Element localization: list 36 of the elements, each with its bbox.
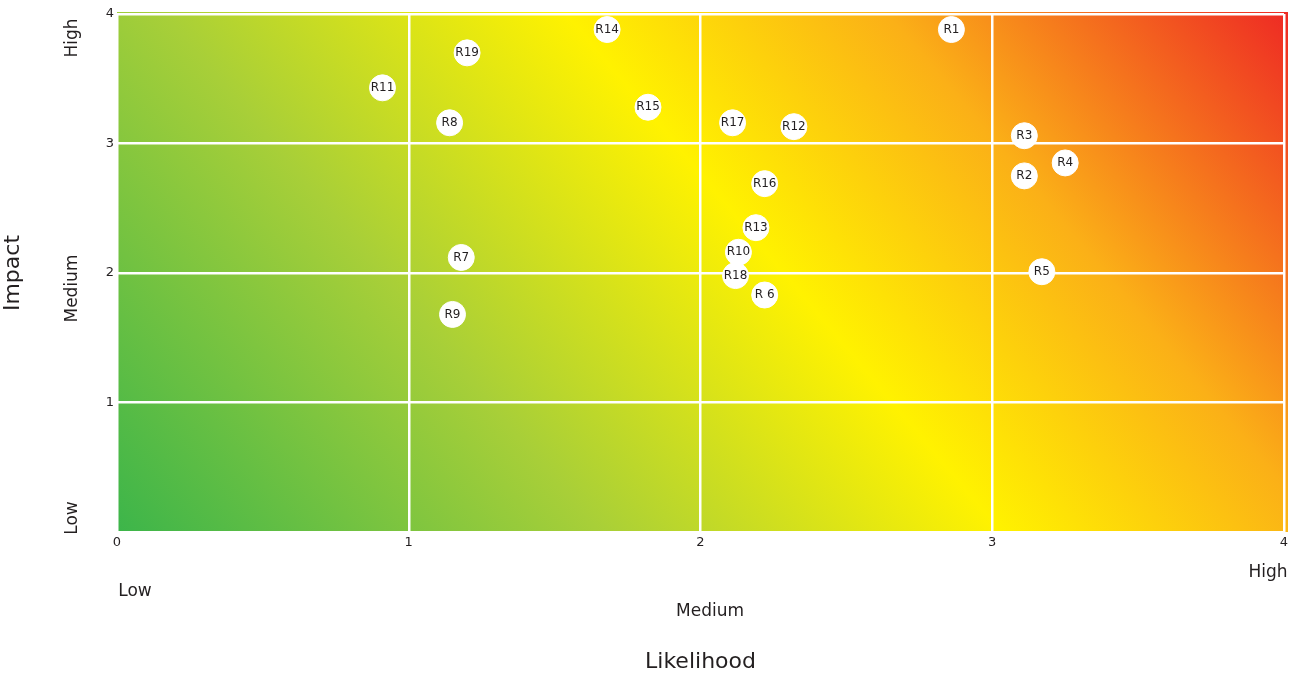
annotation: R10 <box>726 244 751 259</box>
x-tick-label: 4 <box>1279 534 1289 550</box>
text: Low <box>118 580 152 601</box>
annotation: R15 <box>636 99 660 114</box>
text: High <box>1248 561 1288 582</box>
annotation: R14 <box>595 21 619 36</box>
annotation: R18 <box>723 267 748 282</box>
x-axis-title: Likelihood <box>645 647 756 673</box>
annotation: R19 <box>455 44 479 59</box>
annotation: R13 <box>744 219 768 234</box>
annotation: R3 <box>1016 127 1033 142</box>
y-tick-label: 4 <box>105 5 114 21</box>
x-tick-label: 1 <box>404 534 413 550</box>
x-tick-label: 3 <box>988 534 997 550</box>
annotation: R5 <box>1033 263 1050 278</box>
text: Low <box>61 501 82 535</box>
x-tick-label: 0 <box>112 534 122 550</box>
annotation: R8 <box>441 114 458 129</box>
annotation: R 6 <box>754 287 775 302</box>
annotation: R2 <box>1016 168 1033 182</box>
annotation: R12 <box>782 118 806 133</box>
annotation: R4 <box>1057 155 1074 170</box>
y-tick-label: 1 <box>105 393 114 409</box>
text: Medium <box>61 254 82 323</box>
annotation: R11 <box>370 79 395 94</box>
annotation: R9 <box>444 306 461 321</box>
y-tick-label: 3 <box>105 134 114 150</box>
y-axis-title: Impact <box>0 234 24 312</box>
annotation: R17 <box>720 114 745 129</box>
text: Medium <box>676 600 744 621</box>
annotation: R7 <box>453 249 470 264</box>
annotation: R1 <box>943 21 960 36</box>
x-tick-label: 2 <box>696 534 705 550</box>
text: High <box>61 18 82 58</box>
y-tick-label: 2 <box>105 264 114 280</box>
annotation: R16 <box>752 175 777 190</box>
